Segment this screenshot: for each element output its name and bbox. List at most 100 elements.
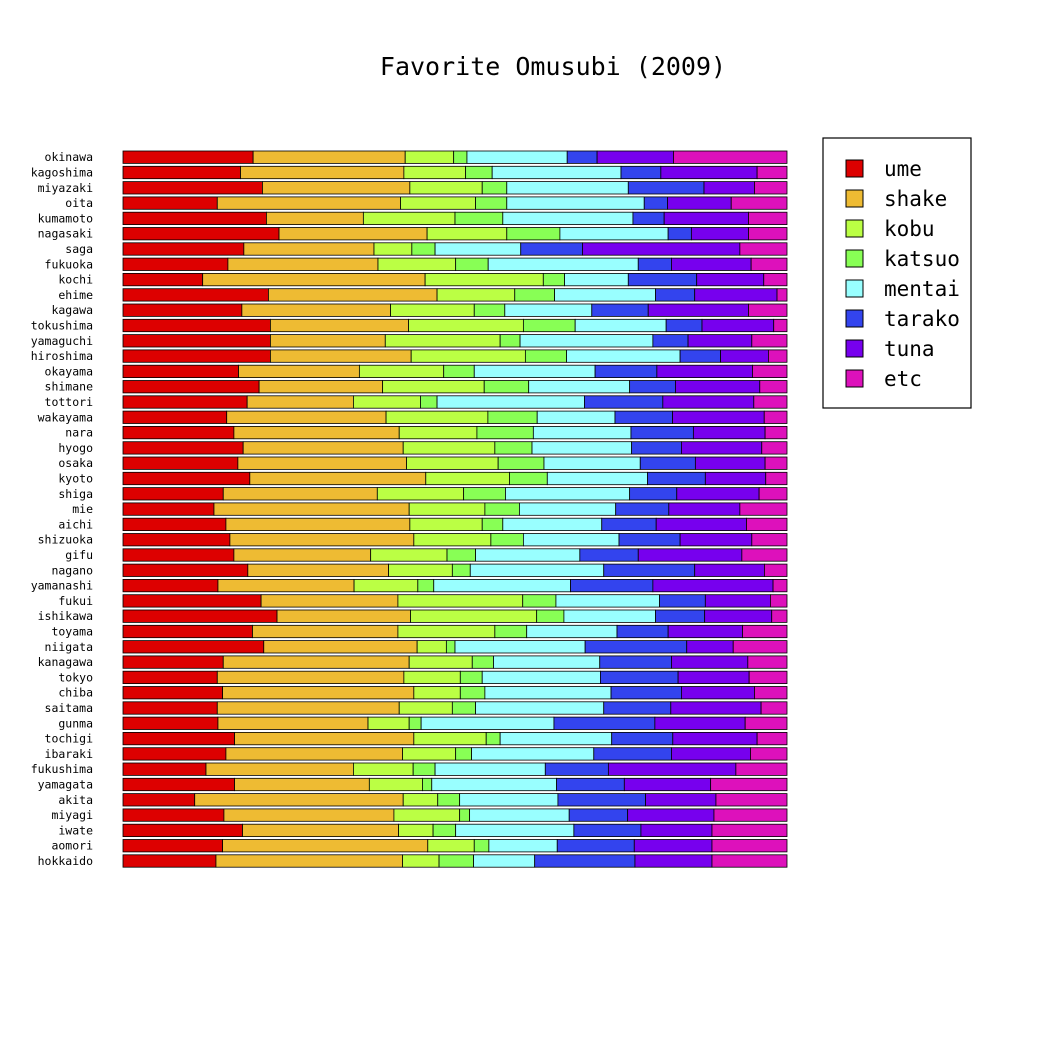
bar-segment-okayama-etc (752, 364, 788, 379)
bar-segment-wakayama-tuna (672, 410, 765, 424)
bar-segment-oita-kobu (400, 196, 476, 210)
bar-segment-miyazaki-shake (262, 181, 411, 195)
category-label-nagano: nagano (51, 563, 93, 577)
bar-segment-hiroshima-mentai (566, 349, 681, 363)
bar-segment-saitama-etc (760, 701, 788, 715)
bar-segment-yamanashi-shake (217, 579, 355, 593)
bar-segment-yamanashi-tarako (570, 579, 654, 593)
bar-segment-mie-katsuo (484, 502, 520, 516)
bar-segment-tottori-shake (246, 395, 354, 409)
bar-segment-tokyo-tarako (600, 670, 679, 685)
bar-segment-kumamoto-ume (122, 211, 267, 225)
bar-segment-oita-tuna (667, 196, 732, 210)
bar-segment-aichi-tarako (601, 517, 657, 532)
bar-segment-nagano-kobu (388, 563, 453, 577)
bar-segment-oita-tarako (643, 196, 668, 210)
category-label-wakayama: wakayama (38, 410, 93, 424)
bar-segment-ehime-tarako (655, 288, 696, 302)
bar-segment-yamanashi-ume (122, 579, 219, 593)
bar-segment-shiga-shake (222, 487, 378, 501)
bar-segment-kumamoto-mentai (502, 211, 634, 225)
bar-segment-kanagawa-etc (747, 655, 788, 669)
bar-segment-tokushima-kobu (408, 318, 524, 333)
bar-segment-kumamoto-tarako (632, 211, 665, 225)
bar-segment-ishikawa-tuna (704, 609, 773, 623)
bar-segment-yamanashi-etc (772, 579, 788, 593)
legend-label-katsuo: katsuo (884, 247, 960, 271)
bar-segment-kumamoto-kobu (362, 211, 456, 225)
bar-segment-hokkaido-shake (215, 854, 403, 868)
bar-segment-chiba-kobu (413, 686, 461, 700)
bar-segment-okinawa-mentai (466, 150, 568, 164)
bar-segment-chiba-katsuo (459, 686, 486, 700)
bar-segment-toyama-ume (122, 624, 253, 639)
bar-segment-gifu-shake (233, 548, 372, 562)
bar-segment-aomori-katsuo (473, 839, 490, 853)
bar-segment-chiba-etc (754, 686, 788, 700)
bar-segment-ishikawa-ume (122, 609, 278, 623)
bar-segment-osaka-katsuo (497, 456, 545, 470)
bar-segment-hokkaido-katsuo (438, 854, 474, 868)
bar-segment-saga-mentai (434, 242, 522, 256)
bar-segment-nara-kobu (398, 425, 478, 440)
bar-segment-yamaguchi-kobu (384, 334, 501, 348)
bar-segment-kyoto-etc (765, 471, 788, 486)
bar-segment-mie-tuna (668, 502, 741, 516)
bar-segment-yamaguchi-katsuo (499, 334, 521, 348)
bar-segment-nagasaki-kobu (426, 227, 508, 241)
bar-segment-kagawa-katsuo (473, 303, 506, 317)
category-label-niigata: niigata (45, 640, 93, 654)
bar-segment-okayama-tuna (656, 364, 753, 379)
legend-label-etc: etc (884, 367, 922, 391)
category-label-kanagawa: kanagawa (38, 655, 93, 669)
category-label-kagawa: kagawa (51, 303, 93, 317)
bar-segment-nagano-katsuo (451, 563, 471, 577)
bar-segment-yamanashi-katsuo (417, 579, 435, 593)
bar-segment-kochi-kobu (424, 272, 544, 287)
bar-segment-fukui-shake (260, 594, 399, 608)
bar-segment-oita-etc (730, 196, 788, 210)
bar-segment-miyazaki-mentai (506, 181, 629, 195)
bar-segment-nara-ume (122, 425, 235, 440)
bar-segment-aomori-tarako (556, 839, 635, 853)
bar-segment-shiga-tarako (629, 487, 678, 501)
bar-segment-nagano-mentai (469, 563, 605, 577)
bar-segment-kochi-tarako (627, 272, 698, 287)
bar-segment-kyoto-tarako (647, 471, 706, 486)
bar-segment-wakayama-ume (122, 410, 228, 424)
bar-segment-tochigi-katsuo (485, 732, 501, 746)
bar-segment-hiroshima-etc (768, 349, 788, 363)
bar-segment-tottori-katsuo (420, 395, 438, 409)
category-label-shizuoka: shizuoka (38, 533, 93, 547)
bar-segment-akita-kobu (402, 793, 439, 807)
bar-segment-tokushima-tuna (701, 318, 775, 333)
bar-segment-nara-etc (764, 425, 788, 440)
category-label-oita: oita (65, 196, 93, 210)
bar-segment-kagawa-shake (241, 303, 392, 317)
bar-segment-gifu-ume (122, 548, 235, 562)
bar-segment-shimane-shake (258, 380, 384, 394)
bar-segment-gunma-kobu (367, 716, 410, 730)
bar-segment-okayama-ume (122, 364, 239, 379)
bar-segment-tochigi-ume (122, 732, 235, 746)
bar-segment-saga-etc (739, 242, 788, 256)
bar-segment-aomori-kobu (427, 839, 475, 853)
bar-segment-akita-etc (715, 793, 788, 807)
category-label-tokyo: tokyo (58, 670, 93, 684)
bar-segment-hiroshima-katsuo (524, 349, 567, 363)
bar-segment-hokkaido-ume (122, 854, 217, 868)
bar-segment-aichi-shake (225, 517, 411, 532)
bar-segment-okinawa-shake (252, 150, 406, 164)
bar-segment-okinawa-tuna (596, 150, 674, 164)
bar-segment-kagoshima-katsuo (465, 165, 493, 180)
legend-swatch-katsuo (845, 249, 864, 268)
legend-label-ume: ume (884, 157, 922, 181)
category-label-kagoshima: kagoshima (31, 166, 93, 180)
bar-segment-oita-katsuo (475, 196, 508, 210)
bar-segment-aomori-shake (222, 839, 429, 853)
bar-segment-hyogo-tuna (681, 441, 763, 455)
bar-segment-kyoto-kobu (425, 471, 510, 486)
bar-segment-mie-shake (213, 502, 410, 516)
bar-segment-fukui-ume (122, 594, 262, 608)
bar-segment-fukuoka-katsuo (455, 257, 489, 271)
